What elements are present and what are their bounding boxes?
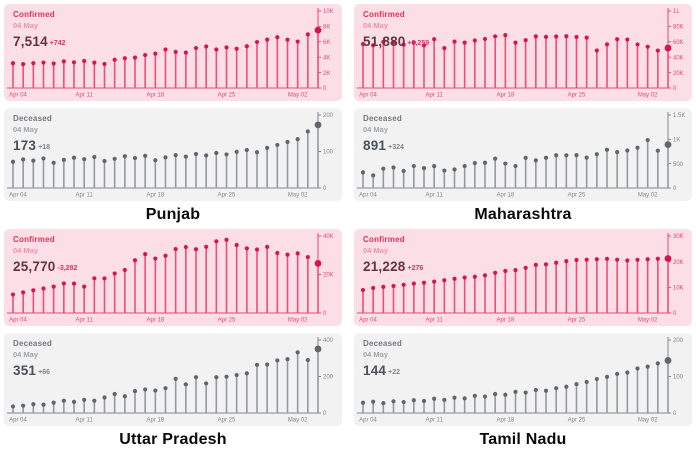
svg-text:500: 500 — [673, 162, 684, 168]
svg-text:80K: 80K — [673, 25, 684, 31]
confirmed-trend-chart[interactable]: 0 2K 4K 6K 8K 10K Apr 04 Apr 11 Apr 18 Apr 25 May … — [4, 4, 342, 101]
svg-text:Apr 18: Apr 18 — [146, 418, 164, 424]
svg-text:Apr 25: Apr 25 — [218, 93, 236, 99]
svg-text:Apr 25: Apr 25 — [218, 193, 236, 199]
confirmed-trend-chart[interactable]: 0 10K 20K 30K Apr 04 Apr 11 Apr 18 Apr 25 May 02 — [354, 229, 692, 326]
svg-text:0: 0 — [323, 86, 327, 92]
svg-text:1K: 1K — [673, 138, 680, 144]
svg-text:May 02: May 02 — [638, 318, 658, 324]
svg-text:30K: 30K — [673, 234, 684, 240]
svg-text:0: 0 — [323, 186, 327, 192]
svg-text:May 02: May 02 — [288, 93, 308, 99]
svg-text:Apr 04: Apr 04 — [9, 193, 27, 199]
svg-text:May 02: May 02 — [638, 418, 658, 424]
svg-text:Apr 18: Apr 18 — [496, 418, 514, 424]
svg-text:200: 200 — [673, 338, 684, 344]
svg-text:Apr 25: Apr 25 — [218, 418, 236, 424]
svg-text:2K: 2K — [323, 71, 330, 77]
svg-text:Apr 04: Apr 04 — [359, 93, 377, 99]
svg-text:Apr 04: Apr 04 — [359, 193, 377, 199]
deceased-chart-card: Deceased 04 May 173 +18 0 100 200 Apr 04 Apr … — [4, 108, 342, 201]
svg-text:Apr 25: Apr 25 — [568, 418, 586, 424]
svg-text:8K: 8K — [323, 25, 330, 31]
confirmed-chart-card: Confirmed 04 May 51,880 +3,259 0 20K 40K 60K… — [354, 4, 692, 101]
svg-text:Apr 11: Apr 11 — [426, 93, 444, 99]
svg-text:Apr 25: Apr 25 — [568, 318, 586, 324]
svg-text:0: 0 — [673, 311, 677, 317]
svg-text:Apr 11: Apr 11 — [76, 193, 94, 199]
state-panel-maharashtra: Confirmed 04 May 51,880 +3,259 0 20K 40K 60K… — [354, 4, 692, 229]
svg-text:4K: 4K — [323, 55, 330, 61]
svg-text:10K: 10K — [323, 9, 334, 15]
deceased-chart-card: Deceased 04 May 144 +22 0 100 200 Apr 04 Apr … — [354, 333, 692, 426]
svg-text:200: 200 — [323, 375, 334, 381]
svg-text:0: 0 — [323, 411, 327, 417]
confirmed-chart-card: Confirmed 04 May 7,514 +742 0 2K 4K 6K 8K 10K A… — [4, 4, 342, 101]
svg-text:0: 0 — [673, 186, 677, 192]
confirmed-trend-chart[interactable]: 0 20K 40K 60K 80K 1L Apr 04 Apr 11 Apr 18 Apr 25 M… — [354, 4, 692, 101]
svg-text:Apr 11: Apr 11 — [426, 418, 444, 424]
svg-text:200: 200 — [323, 113, 334, 119]
svg-text:20K: 20K — [323, 273, 334, 279]
svg-text:Apr 18: Apr 18 — [496, 93, 514, 99]
svg-text:Apr 25: Apr 25 — [568, 193, 586, 199]
svg-text:40K: 40K — [673, 55, 684, 61]
svg-text:20K: 20K — [673, 71, 684, 77]
svg-text:10K: 10K — [673, 286, 684, 292]
deceased-chart-card: Deceased 04 May 891 +324 0 500 1K 1.5K Apr 04… — [354, 108, 692, 201]
svg-text:Apr 18: Apr 18 — [146, 193, 164, 199]
svg-text:0: 0 — [673, 86, 677, 92]
svg-text:May 02: May 02 — [288, 318, 308, 324]
svg-text:Apr 04: Apr 04 — [9, 318, 27, 324]
state-panel-uttar-pradesh: Confirmed 04 May 25,770 -3,282 0 20K 40K Apr… — [4, 229, 342, 454]
svg-text:Apr 04: Apr 04 — [9, 93, 27, 99]
state-name: Maharashtra — [474, 206, 572, 223]
svg-text:1.5K: 1.5K — [673, 113, 685, 119]
svg-text:Apr 04: Apr 04 — [359, 318, 377, 324]
svg-text:May 02: May 02 — [638, 193, 658, 199]
deceased-trend-chart[interactable]: 0 200 400 Apr 04 Apr 11 Apr 18 Apr 25 May 02 — [4, 333, 342, 426]
deceased-trend-chart[interactable]: 0 100 200 Apr 04 Apr 11 Apr 18 Apr 25 May 02 — [4, 108, 342, 201]
deceased-chart-card: Deceased 04 May 351 +66 0 200 400 Apr 04 Apr … — [4, 333, 342, 426]
svg-text:Apr 18: Apr 18 — [146, 318, 164, 324]
confirmed-chart-card: Confirmed 04 May 25,770 -3,282 0 20K 40K Apr… — [4, 229, 342, 326]
svg-text:6K: 6K — [323, 40, 330, 46]
state-panel-tamil-nadu: Confirmed 04 May 21,228 +276 0 10K 20K 30K Ap… — [354, 229, 692, 454]
svg-text:60K: 60K — [673, 40, 684, 46]
state-name: Uttar Pradesh — [119, 431, 227, 448]
confirmed-trend-chart[interactable]: 0 20K 40K Apr 04 Apr 11 Apr 18 Apr 25 May 02 — [4, 229, 342, 326]
svg-text:Apr 11: Apr 11 — [426, 318, 444, 324]
svg-text:0: 0 — [673, 411, 677, 417]
svg-text:20K: 20K — [673, 260, 684, 266]
svg-text:100: 100 — [323, 150, 334, 156]
svg-text:1L: 1L — [673, 9, 680, 15]
svg-text:Apr 11: Apr 11 — [76, 418, 94, 424]
svg-text:Apr 04: Apr 04 — [359, 418, 377, 424]
svg-text:40K: 40K — [323, 234, 334, 240]
state-name: Tamil Nadu — [479, 431, 567, 448]
svg-text:Apr 18: Apr 18 — [496, 318, 514, 324]
state-name: Punjab — [145, 206, 201, 223]
confirmed-chart-card: Confirmed 04 May 21,228 +276 0 10K 20K 30K Ap… — [354, 229, 692, 326]
svg-text:Apr 11: Apr 11 — [76, 93, 94, 99]
svg-text:Apr 11: Apr 11 — [76, 318, 94, 324]
svg-text:May 02: May 02 — [288, 193, 308, 199]
svg-text:May 02: May 02 — [638, 93, 658, 99]
svg-text:0: 0 — [323, 311, 327, 317]
svg-text:Apr 25: Apr 25 — [218, 318, 236, 324]
svg-text:May 02: May 02 — [288, 418, 308, 424]
svg-text:400: 400 — [323, 338, 334, 344]
state-panel-punjab: Confirmed 04 May 7,514 +742 0 2K 4K 6K 8K 10K A… — [4, 4, 342, 229]
svg-text:100: 100 — [673, 375, 684, 381]
svg-text:Apr 18: Apr 18 — [496, 193, 514, 199]
deceased-trend-chart[interactable]: 0 100 200 Apr 04 Apr 11 Apr 18 Apr 25 May 02 — [354, 333, 692, 426]
svg-text:Apr 18: Apr 18 — [146, 93, 164, 99]
svg-text:Apr 11: Apr 11 — [426, 193, 444, 199]
svg-text:Apr 25: Apr 25 — [568, 93, 586, 99]
svg-text:Apr 04: Apr 04 — [9, 418, 27, 424]
deceased-trend-chart[interactable]: 0 500 1K 1.5K Apr 04 Apr 11 Apr 18 Apr 25 May 02 — [354, 108, 692, 201]
